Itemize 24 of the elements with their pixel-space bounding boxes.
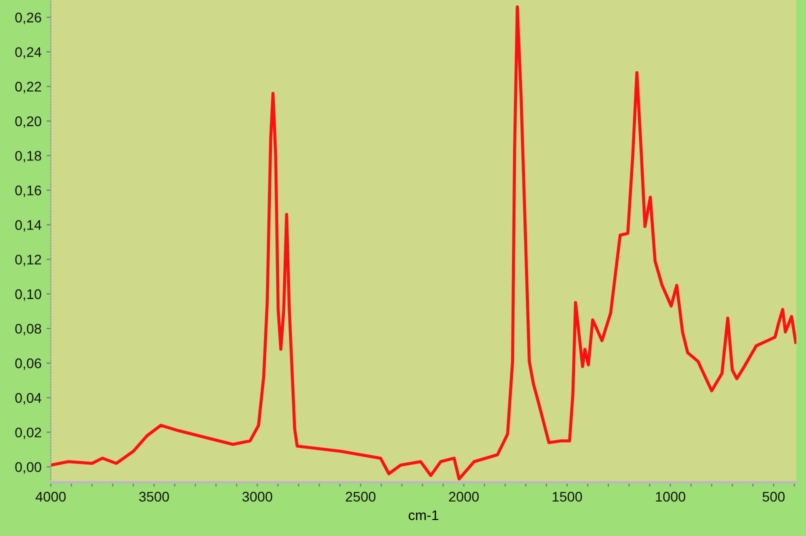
y-tick-label: 0,04 [15, 393, 42, 404]
y-tick-label: 0,02 [15, 428, 42, 440]
x-tick-label: 3000 [242, 492, 272, 502]
y-tick-label: 0,12 [15, 254, 42, 266]
y-tick-label: 0,06 [15, 358, 42, 370]
x-tick-label: 4000 [36, 492, 66, 502]
y-tick-label: 0,26 [15, 12, 42, 24]
x-axis-title: cm-1 [408, 510, 438, 520]
y-tick-label: 0,08 [15, 324, 42, 336]
x-tick-label: 3500 [139, 492, 169, 502]
y-tick-label: 0,18 [15, 150, 42, 162]
y-tick-label: 0,00 [15, 462, 42, 474]
x-tick-label: 500 [762, 492, 785, 502]
y-tick-label: 0,16 [15, 186, 42, 198]
x-tick-label: 1500 [552, 492, 582, 502]
line-series [50, 5, 796, 480]
x-tick-label: 2500 [346, 492, 376, 502]
y-tick-label: 0,10 [15, 289, 42, 301]
x-tick-label: 1000 [656, 492, 686, 502]
y-tick-label: 0,22 [15, 82, 42, 94]
y-tick-label: 0,20 [15, 116, 42, 128]
y-tick-label: 0,14 [15, 220, 42, 232]
x-tick-label: 2000 [449, 492, 479, 502]
y-tick-label: 0,24 [15, 47, 42, 59]
